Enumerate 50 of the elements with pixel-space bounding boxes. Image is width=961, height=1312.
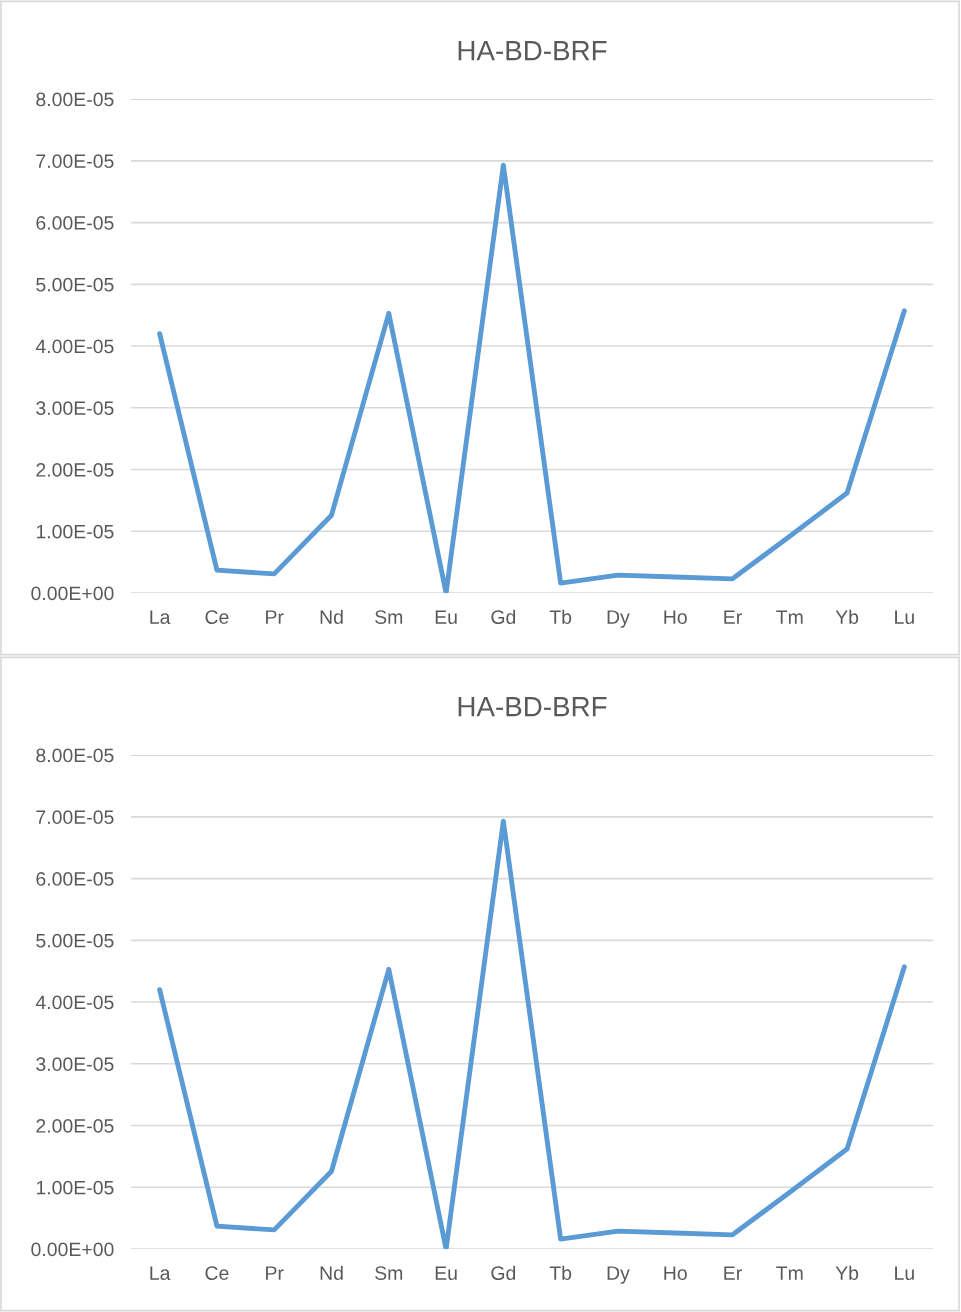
x-tick-label: Ho [664, 610, 687, 624]
x-tick-label: Tb [549, 609, 572, 624]
y-tick-label: 3.00E-05 [36, 401, 114, 416]
x-tick-label: Nd [320, 1265, 343, 1280]
y-tick-label: 2.00E-05 [36, 1119, 114, 1133]
x-tick-label: Lu [895, 610, 914, 624]
x-tick-label: Er [724, 1266, 742, 1280]
y-tick-label: 4.00E-05 [35, 995, 114, 1010]
x-tick-label: Dy [607, 1266, 630, 1284]
x-tick-label: La [150, 1266, 171, 1280]
y-tick-label: 6.00E-05 [36, 872, 114, 886]
chart-title: HA-BD-BRF [458, 697, 607, 717]
x-tick-label: Nd [320, 609, 343, 624]
x-tick-label: Eu [435, 610, 457, 624]
y-tick-label: 8.00E-05 [36, 92, 114, 107]
x-tick-label: Ce [205, 1266, 229, 1280]
line-series [157, 818, 907, 1250]
x-tick-label: Pr [266, 610, 284, 624]
y-tick-label: 4.00E-05 [35, 339, 114, 354]
y-tick-label: 7.00E-05 [36, 810, 114, 825]
x-tick-label: Tm [776, 1266, 803, 1280]
y-tick-label: 1.00E-05 [36, 1180, 114, 1195]
chart-title: HA-BD-BRF [458, 41, 607, 61]
x-tick-label: Gd [491, 1265, 516, 1280]
x-tick-label: Tb [549, 1265, 572, 1280]
x-tick-label: Ce [205, 610, 229, 624]
x-tick-label: Tm [776, 610, 803, 624]
x-tick-label: Yb [835, 1265, 859, 1280]
y-tick-label: 2.00E-05 [36, 463, 114, 477]
y-tick-label: 5.00E-05 [36, 933, 114, 948]
y-tick-label: 7.00E-05 [36, 154, 114, 169]
y-tick-label: 0.00E+00 [31, 1242, 114, 1257]
line-series [157, 162, 907, 594]
y-tick-label: 3.00E-05 [36, 1057, 114, 1072]
y-tick-label: 5.00E-05 [36, 277, 114, 292]
y-tick-label: 6.00E-05 [36, 216, 114, 230]
y-tick-label: 0.00E+00 [31, 586, 114, 601]
y-tick-label: 8.00E-05 [36, 748, 114, 763]
x-tick-label: La [150, 610, 171, 624]
x-tick-label: Gd [491, 609, 516, 624]
x-tick-label: Yb [835, 609, 859, 624]
x-tick-label: Sm [375, 1266, 403, 1280]
x-tick-label: Er [724, 610, 742, 624]
x-tick-label: Lu [895, 1266, 914, 1280]
x-tick-label: Pr [266, 1266, 284, 1280]
x-tick-label: Ho [664, 1266, 687, 1280]
y-tick-label: 1.00E-05 [36, 524, 114, 539]
x-tick-label: Dy [607, 610, 630, 628]
x-tick-label: Sm [375, 610, 403, 624]
x-tick-label: Eu [435, 1266, 457, 1280]
